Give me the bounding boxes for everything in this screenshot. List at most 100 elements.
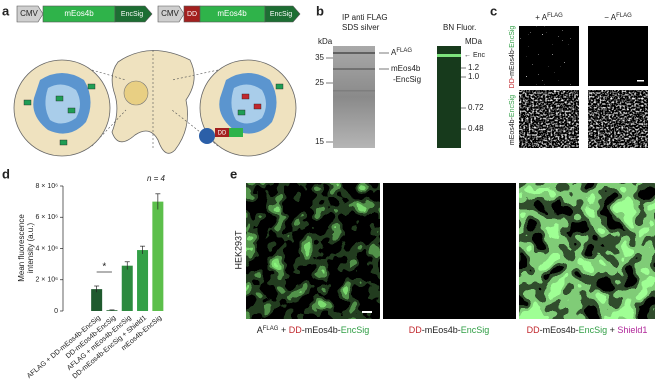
marker-label: 1.2 — [468, 63, 480, 72]
bar-chart: 0 2 × 10⁶ 4 × 10⁶ 6 × 10⁶ 8 × 10⁶ Mean fluore… — [17, 174, 165, 379]
scale-bar — [362, 311, 372, 313]
caption: AFLAG + DD-mEos4b-EncSig — [257, 325, 370, 335]
construct: CMV DD mEos4b EncSig — [157, 5, 301, 23]
significance-label: * — [102, 262, 106, 273]
micrograph-signal — [519, 26, 579, 86]
gel-title: SDS silver — [342, 23, 380, 32]
label-part: Shield1 — [617, 325, 647, 335]
label-part: -mEos4b- — [509, 47, 516, 78]
label-part: -mEos4b- — [302, 325, 341, 335]
bar — [121, 265, 133, 311]
gel-unit: MDa — [465, 37, 482, 46]
column-header: + AFLAG — [535, 13, 563, 23]
gel-band — [437, 54, 461, 57]
y-tick-label: 8 × 10⁶ — [35, 183, 58, 190]
panel-label: e — [230, 166, 237, 181]
tag-box — [264, 5, 301, 23]
degron-icon-label: DD — [218, 131, 227, 137]
y-tick-label: 6 × 10⁶ — [35, 214, 58, 221]
micrograph-signal — [588, 26, 648, 86]
label-part: − A — [604, 13, 616, 22]
caption: DD-mEos4b-EncSig + Shield1 — [527, 325, 648, 335]
zoom-line — [91, 69, 127, 81]
label-part: -mEos4b- — [422, 325, 461, 335]
label-part: FLAG — [263, 326, 279, 332]
band-label: mEos4b — [391, 64, 421, 73]
band-label: ← Enc — [464, 52, 486, 59]
y-axis-label: intensity (a.u.) — [26, 223, 35, 274]
label-part: FLAG — [547, 13, 563, 19]
label-part: EncSig — [461, 325, 490, 335]
micrograph-signal — [519, 183, 655, 319]
gel-unit: kDa — [318, 37, 333, 46]
degron-label: DD — [187, 11, 197, 18]
particle — [253, 103, 262, 110]
marker-label: 1.0 — [468, 72, 480, 81]
scale-bar — [637, 80, 644, 82]
nucleus — [123, 80, 149, 106]
bar — [137, 250, 149, 311]
gel-title: IP anti FLAG — [342, 13, 388, 22]
particle — [67, 107, 76, 114]
particle — [55, 95, 64, 102]
y-tick-label: 4 × 10⁶ — [35, 245, 58, 252]
particle — [275, 83, 284, 90]
y-axis-label: Mean fluorescence — [17, 214, 26, 282]
gene-icon — [229, 128, 243, 137]
label-part: EncSig — [579, 325, 608, 335]
particle — [59, 139, 68, 146]
tag-label: EncSig — [121, 11, 143, 18]
promoter-box — [157, 5, 185, 23]
annotation: n = 4 — [147, 174, 166, 183]
gel-band — [333, 52, 375, 54]
panel-label: d — [2, 166, 10, 181]
cell-illustration: DD — [13, 50, 297, 157]
cell-line: HEK293T — [233, 230, 243, 270]
tag-label: EncSig — [270, 11, 292, 18]
panel-label: a — [2, 3, 10, 18]
bar — [106, 310, 118, 311]
column-header: − AFLAG — [604, 13, 632, 23]
gene-label: mEos4b — [64, 9, 94, 18]
label-part: DD — [289, 325, 302, 335]
label-part: Enc — [473, 52, 486, 59]
marker-label: 15 — [315, 137, 324, 146]
label-part: FLAG — [616, 13, 632, 19]
label-part: DD — [527, 325, 540, 335]
micrograph-signal — [588, 90, 648, 148]
label-part: FLAG — [396, 48, 412, 54]
promoter-label: CMV — [161, 9, 179, 18]
band-label: -EncSig — [393, 75, 421, 84]
cell — [111, 50, 195, 154]
row-label: DD-mEos4b-EncSig — [509, 26, 516, 89]
y-tick-label: 0 — [54, 308, 58, 315]
promoter-label: CMV — [20, 9, 38, 18]
label-part: mEos4b- — [509, 116, 516, 145]
bar — [152, 201, 164, 311]
tag-box — [114, 5, 153, 23]
gel-title: BN Fluor. — [443, 23, 476, 32]
marker-label: 0.48 — [468, 124, 484, 133]
y-tick-label: 2 × 10⁶ — [35, 277, 58, 284]
panel-label: c — [490, 3, 497, 18]
band-label: AFLAG — [391, 48, 412, 58]
particle — [241, 93, 250, 100]
gene-label: mEos4b — [217, 9, 247, 18]
silver-gel — [333, 46, 375, 148]
gel-band — [333, 90, 375, 92]
micrograph-signal — [246, 183, 380, 319]
particle — [87, 83, 96, 90]
label-part: A — [257, 325, 263, 335]
micrograph-signal — [383, 183, 516, 319]
proteasome — [199, 128, 215, 144]
degron-icon — [215, 128, 229, 137]
label-part: A — [391, 48, 397, 57]
caption: DD-mEos4b-EncSig — [409, 325, 490, 335]
micrograph-signal — [519, 90, 579, 148]
label-part: EncSig — [341, 325, 370, 335]
native-gel — [437, 46, 461, 148]
gel-band — [333, 68, 375, 70]
row-label: mEos4b-EncSig — [509, 95, 516, 145]
